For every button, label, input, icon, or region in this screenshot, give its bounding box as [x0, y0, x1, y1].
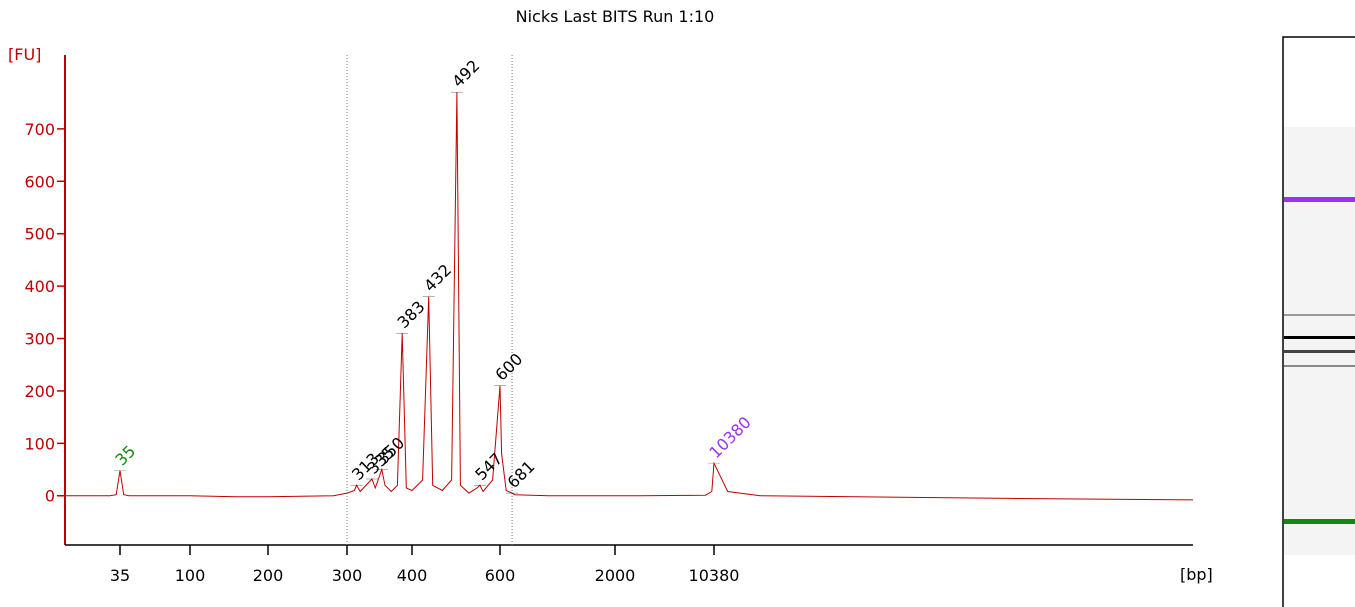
x-tick-label: 600: [485, 566, 516, 585]
chart-title: Nicks Last BITS Run 1:10: [516, 7, 715, 26]
peak-label: 547: [471, 449, 506, 484]
peak-label: 681: [503, 457, 538, 492]
x-tick-label: 400: [397, 566, 428, 585]
y-tick-label: 400: [24, 277, 55, 296]
lower-marker-band: [1284, 519, 1355, 524]
x-tick-label: 35: [110, 566, 130, 585]
trace: [65, 92, 1194, 501]
upper-marker-band: [1284, 197, 1355, 202]
y-tick-label: 0: [45, 487, 55, 506]
y-tick-label: 600: [24, 172, 55, 191]
band: [1284, 365, 1355, 367]
x-axis-label: [bp]: [1180, 565, 1213, 584]
y-tick-label: 300: [24, 330, 55, 349]
x-tick-label: 2000: [595, 566, 636, 585]
band: [1284, 314, 1355, 316]
x-tick-label: 100: [175, 566, 206, 585]
y-tick-label: 100: [24, 434, 55, 453]
y-axis-label: [FU]: [8, 45, 41, 64]
x-tick-label: 300: [332, 566, 363, 585]
peak-label: 10380: [705, 413, 754, 462]
peak-label: 432: [420, 260, 455, 295]
y-tick-label: 500: [24, 225, 55, 244]
peak-label: 383: [394, 297, 429, 332]
peak-label: 600: [491, 349, 526, 384]
y-tick-label: 700: [24, 120, 55, 139]
band: [1284, 336, 1355, 339]
x-tick-label: 200: [253, 566, 284, 585]
lane-background: [1284, 127, 1355, 555]
peak-label: 492: [448, 56, 483, 91]
band: [1284, 350, 1355, 353]
peak-label: 35: [111, 442, 139, 470]
x-tick-label: 10380: [689, 566, 740, 585]
y-tick-label: 200: [24, 382, 55, 401]
gel-lane: [1282, 36, 1355, 607]
